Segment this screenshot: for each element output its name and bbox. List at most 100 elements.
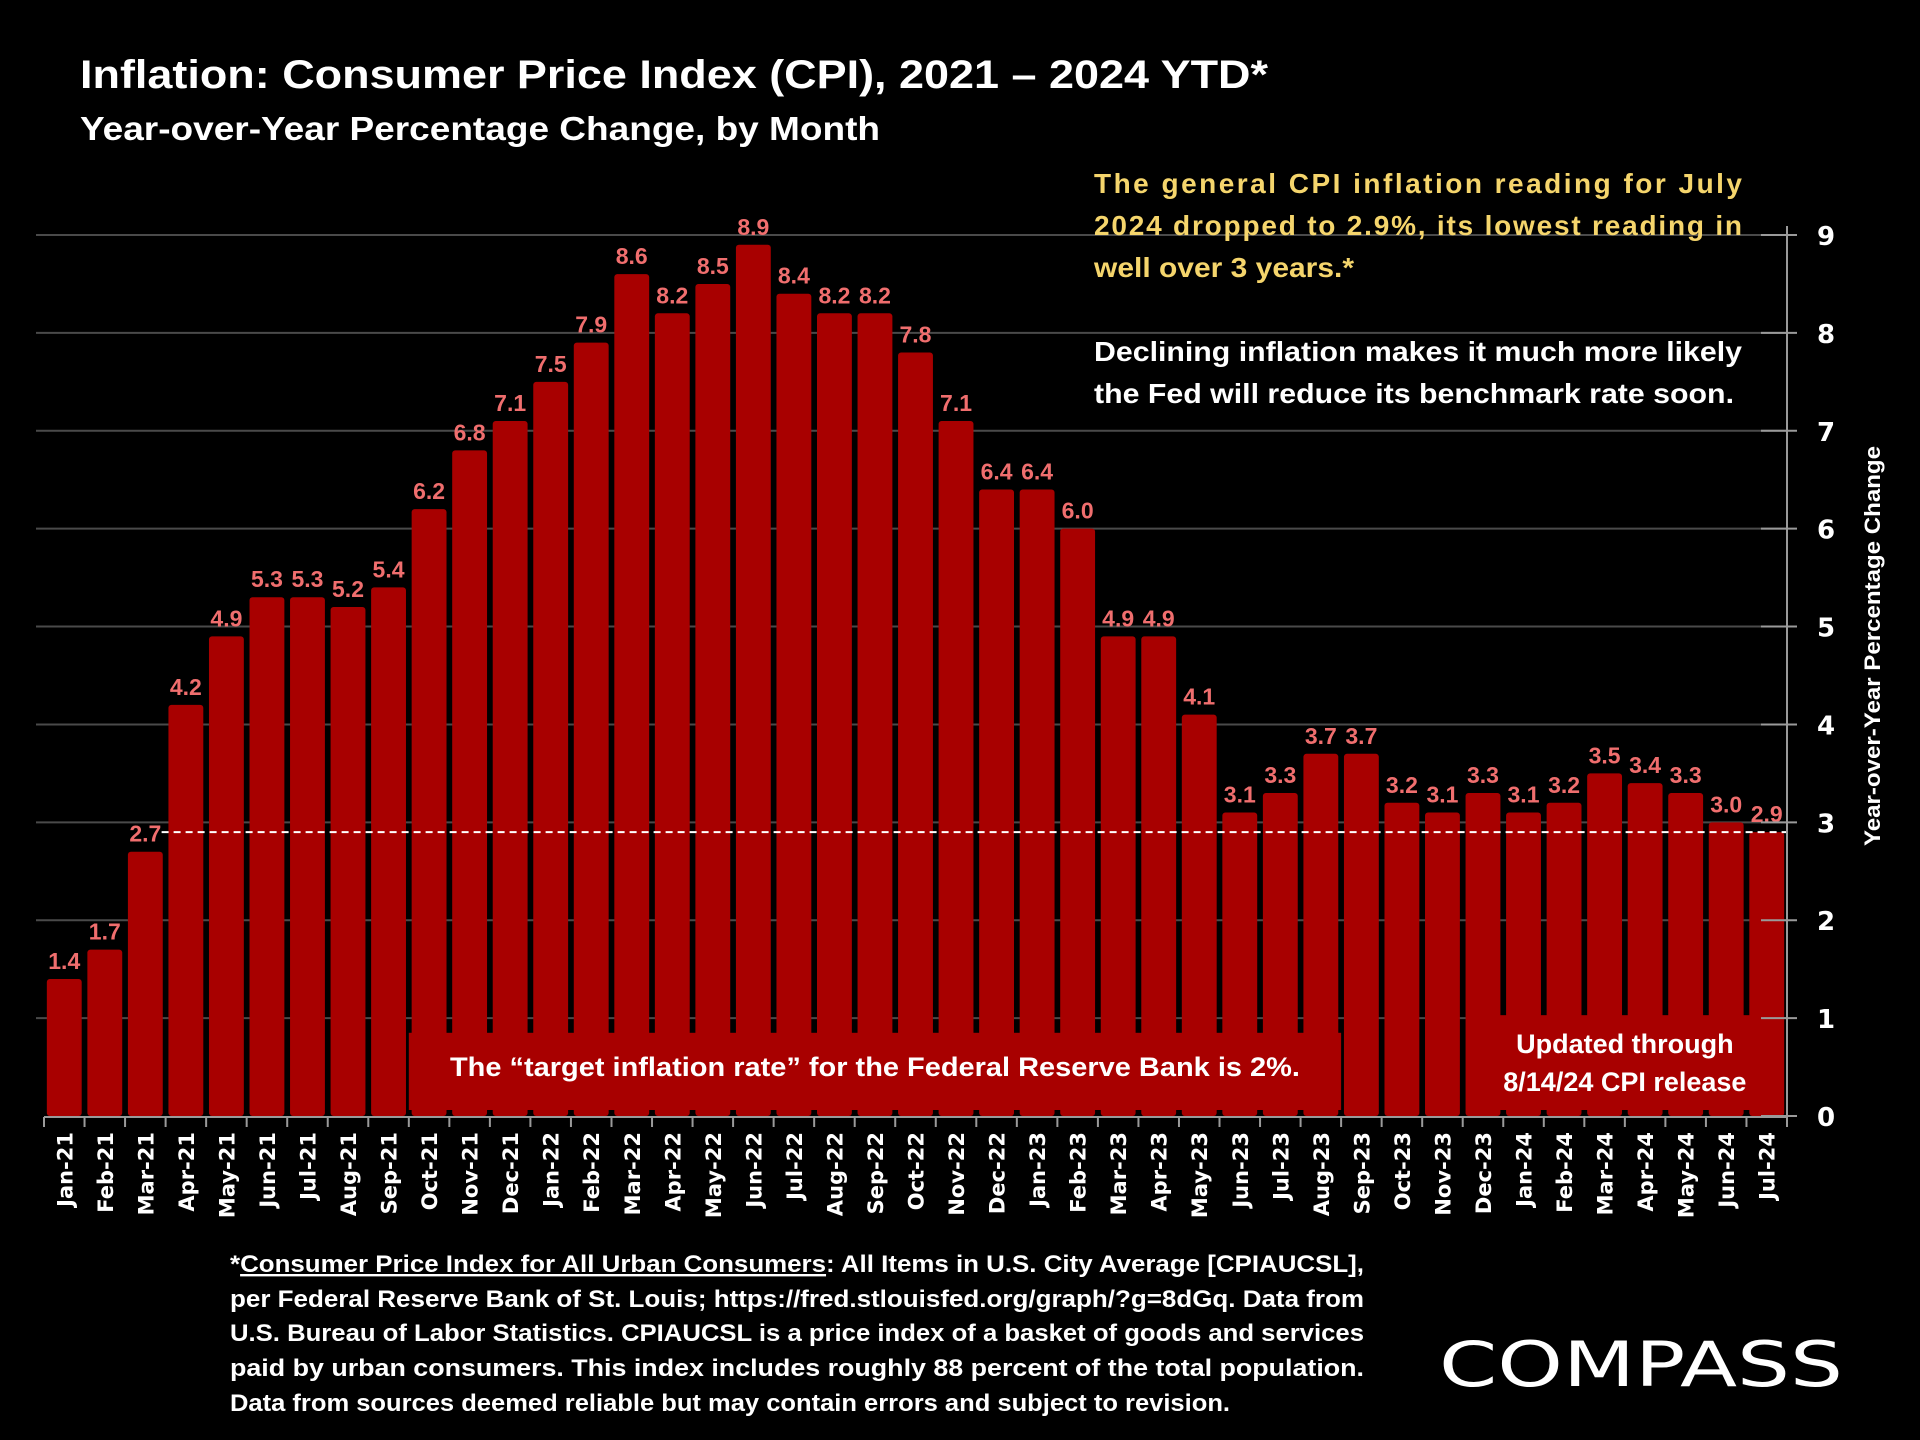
x-tick-label: Feb-21: [94, 1132, 118, 1213]
x-tick-label: Apr-23: [1148, 1132, 1172, 1212]
data-label: 3.0: [1710, 791, 1742, 817]
bar: [127, 851, 163, 1116]
data-label: 4.9: [1102, 605, 1134, 631]
x-tick-label: Sep-22: [864, 1132, 888, 1214]
y-tick-label: 2: [1817, 907, 1835, 937]
x-tick-label: Jan-21: [53, 1132, 77, 1209]
data-label: 3.7: [1345, 723, 1377, 749]
x-tick-label: May-21: [215, 1132, 239, 1218]
x-tick-label: Feb-22: [580, 1132, 604, 1213]
y-tick-label: 4: [1817, 711, 1835, 741]
data-label: 3.1: [1508, 782, 1540, 808]
data-label: 4.2: [170, 674, 202, 700]
callout: The general CPI inflation reading for Ju…: [1093, 168, 1743, 409]
callout-body-line: Declining inflation makes it much more l…: [1094, 336, 1742, 367]
data-label: 3.4: [1629, 752, 1661, 778]
updated-through-annotation: 8/14/24 CPI release: [1503, 1067, 1746, 1097]
footnote-source-link[interactable]: Consumer Price Index for All Urban Consu…: [240, 1251, 826, 1278]
y-tick-label: 6: [1817, 516, 1835, 546]
data-label: 6.4: [981, 459, 1013, 485]
x-tick-label: Dec-21: [499, 1132, 523, 1214]
x-tick-label: Nov-23: [1431, 1132, 1455, 1216]
bar: [573, 342, 609, 1117]
data-label: 8.5: [697, 253, 729, 279]
bar: [46, 978, 82, 1116]
x-tick-label: Aug-23: [1310, 1132, 1334, 1216]
x-tick-label: Dec-23: [1472, 1132, 1496, 1214]
data-label: 7.5: [535, 351, 567, 377]
x-tick-label: May-24: [1675, 1132, 1699, 1218]
x-tick-label: Jun-24: [1715, 1132, 1739, 1210]
x-tick-label: Mar-23: [1107, 1132, 1131, 1215]
x-tick-label: May-22: [702, 1132, 726, 1218]
bar: [1019, 489, 1055, 1116]
data-label: 7.8: [900, 321, 932, 347]
bar: [533, 381, 569, 1116]
x-tick-label: Oct-21: [418, 1132, 442, 1210]
bar: [735, 244, 771, 1117]
target-rate-box: [408, 1032, 1342, 1110]
x-tick-label: Aug-21: [337, 1132, 361, 1216]
x-tick-label: May-23: [1188, 1132, 1212, 1218]
footnote-asterisk: *: [230, 1251, 241, 1278]
x-tick-label: Jun-23: [1229, 1132, 1253, 1210]
bar: [1181, 714, 1217, 1116]
x-tick-label: Jan-23: [1026, 1132, 1050, 1209]
data-label: 3.7: [1305, 723, 1337, 749]
bar: [371, 587, 406, 1116]
x-tick-label: Mar-22: [621, 1132, 645, 1215]
data-label: 3.2: [1548, 772, 1580, 798]
x-tick-label: Jul-23: [1269, 1132, 1293, 1202]
data-label: 3.1: [1224, 782, 1256, 808]
bar: [330, 606, 366, 1116]
bar: [411, 509, 447, 1117]
y-tick-label: 3: [1817, 809, 1835, 839]
x-tick-label: Jan-24: [1513, 1132, 1537, 1209]
footnote: *Consumer Price Index for All Urban Cons…: [230, 1251, 1364, 1417]
x-tick-label: Feb-24: [1553, 1132, 1577, 1213]
x-tick-label: Nov-21: [459, 1132, 483, 1216]
data-label: 8.9: [737, 214, 769, 240]
data-label: 5.2: [332, 576, 364, 602]
bar: [1100, 636, 1136, 1116]
data-label: 7.9: [575, 312, 607, 338]
y-tick-label: 1: [1817, 1005, 1835, 1035]
y-tick-label: 8: [1817, 320, 1835, 350]
x-tick-label: Nov-22: [945, 1132, 969, 1216]
y-tick-label: 9: [1817, 222, 1835, 252]
bar: [654, 313, 690, 1116]
data-label: 6.4: [1021, 459, 1053, 485]
annotation-boxes: The “target inflation rate” for the Fede…: [408, 1015, 1783, 1110]
data-label: 5.3: [251, 566, 283, 592]
data-label: 3.3: [1467, 762, 1499, 788]
bar: [979, 489, 1014, 1116]
data-label: 7.1: [940, 390, 972, 416]
data-label: 6.2: [413, 478, 445, 504]
x-tick-label: Aug-22: [823, 1132, 847, 1216]
bar: [87, 949, 123, 1116]
data-label: 5.4: [373, 556, 405, 582]
callout-highlight-line: well over 3 years.*: [1093, 252, 1354, 283]
x-tick-label: Feb-23: [1067, 1132, 1091, 1213]
x-tick-label: Mar-21: [134, 1132, 158, 1215]
data-label: 1.7: [89, 919, 121, 945]
bar: [1384, 802, 1420, 1116]
updated-through-box: [1466, 1015, 1783, 1110]
callout-body-line: the Fed will reduce its benchmark rate s…: [1094, 378, 1734, 409]
x-tick-label: Oct-23: [1391, 1132, 1415, 1210]
data-label: 8.6: [616, 243, 648, 269]
x-tick-label: Mar-24: [1594, 1132, 1618, 1215]
x-tick-label: Jul-22: [783, 1132, 807, 1202]
data-label: 3.5: [1589, 742, 1621, 768]
data-label: 3.1: [1426, 782, 1458, 808]
bar: [290, 597, 325, 1116]
bar: [492, 420, 528, 1116]
bar: [776, 293, 812, 1116]
bar: [249, 597, 285, 1116]
x-tick-label: Jan-22: [540, 1132, 564, 1209]
data-labels: 1.4 1.7 2.7 4.2 4.9 5.3 5.3 5.2 5.4 6.2 6.8 7.1 7.5 7…: [48, 214, 1782, 974]
bar: [208, 636, 244, 1116]
bar: [1303, 753, 1339, 1116]
data-label: 4.9: [1143, 605, 1175, 631]
data-label: 8.4: [778, 263, 810, 289]
